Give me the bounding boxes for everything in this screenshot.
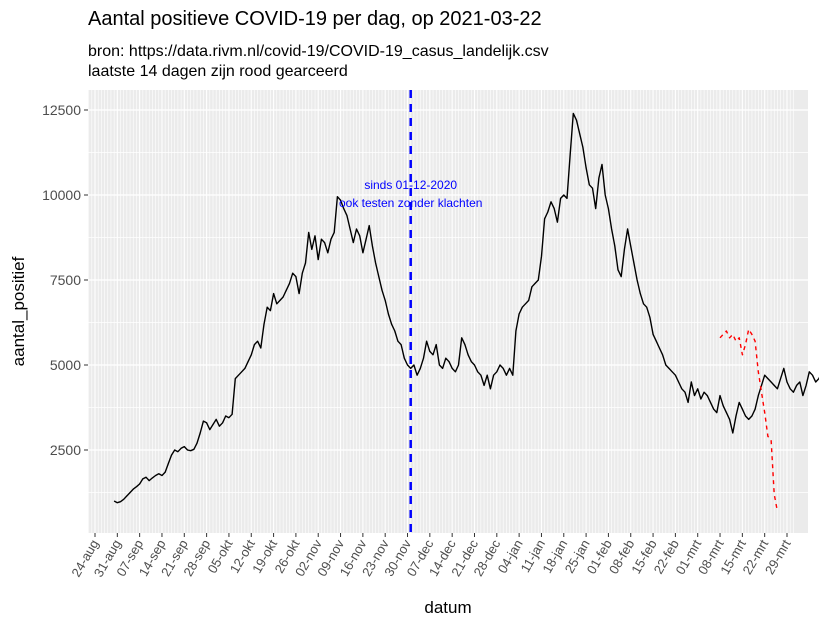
grid-major xyxy=(88,90,808,533)
y-tick-label: 2500 xyxy=(50,442,81,458)
series-line-positief xyxy=(113,112,819,504)
chart-title: Aantal positieve COVID-19 per dag, op 20… xyxy=(88,8,542,30)
chart-subtitle: bron: https://data.rivm.nl/covid-19/COVI… xyxy=(88,42,549,82)
subtitle-source: bron: https://data.rivm.nl/covid-19/COVI… xyxy=(88,43,549,60)
y-tick-label: 10000 xyxy=(42,187,81,203)
x-axis: 24-aug31-aug07-sep14-sep21-sep28-sep05-o… xyxy=(68,533,794,580)
y-axis-title: aantal_positief xyxy=(9,256,28,366)
series-layer xyxy=(113,112,819,512)
series-line-last-14-days xyxy=(719,328,779,512)
plot-panel xyxy=(88,90,808,533)
y-tick-label: 12500 xyxy=(42,102,81,118)
y-axis: 2500 5000 7500 10000 12500 xyxy=(42,102,88,458)
y-tick-label: 5000 xyxy=(50,357,81,373)
x-axis-title: datum xyxy=(424,598,471,617)
annotation-line: sinds 01-12-2020 xyxy=(364,178,457,192)
grid-minor xyxy=(88,90,808,533)
y-tick-label: 7500 xyxy=(50,272,81,288)
subtitle-note: laatste 14 dagen zijn rood gearceerd xyxy=(88,63,348,80)
annotation-layer: sinds 01-12-2020 ook testen zonder klacht… xyxy=(339,178,482,210)
annotation-line: ook testen zonder klachten xyxy=(339,196,482,210)
